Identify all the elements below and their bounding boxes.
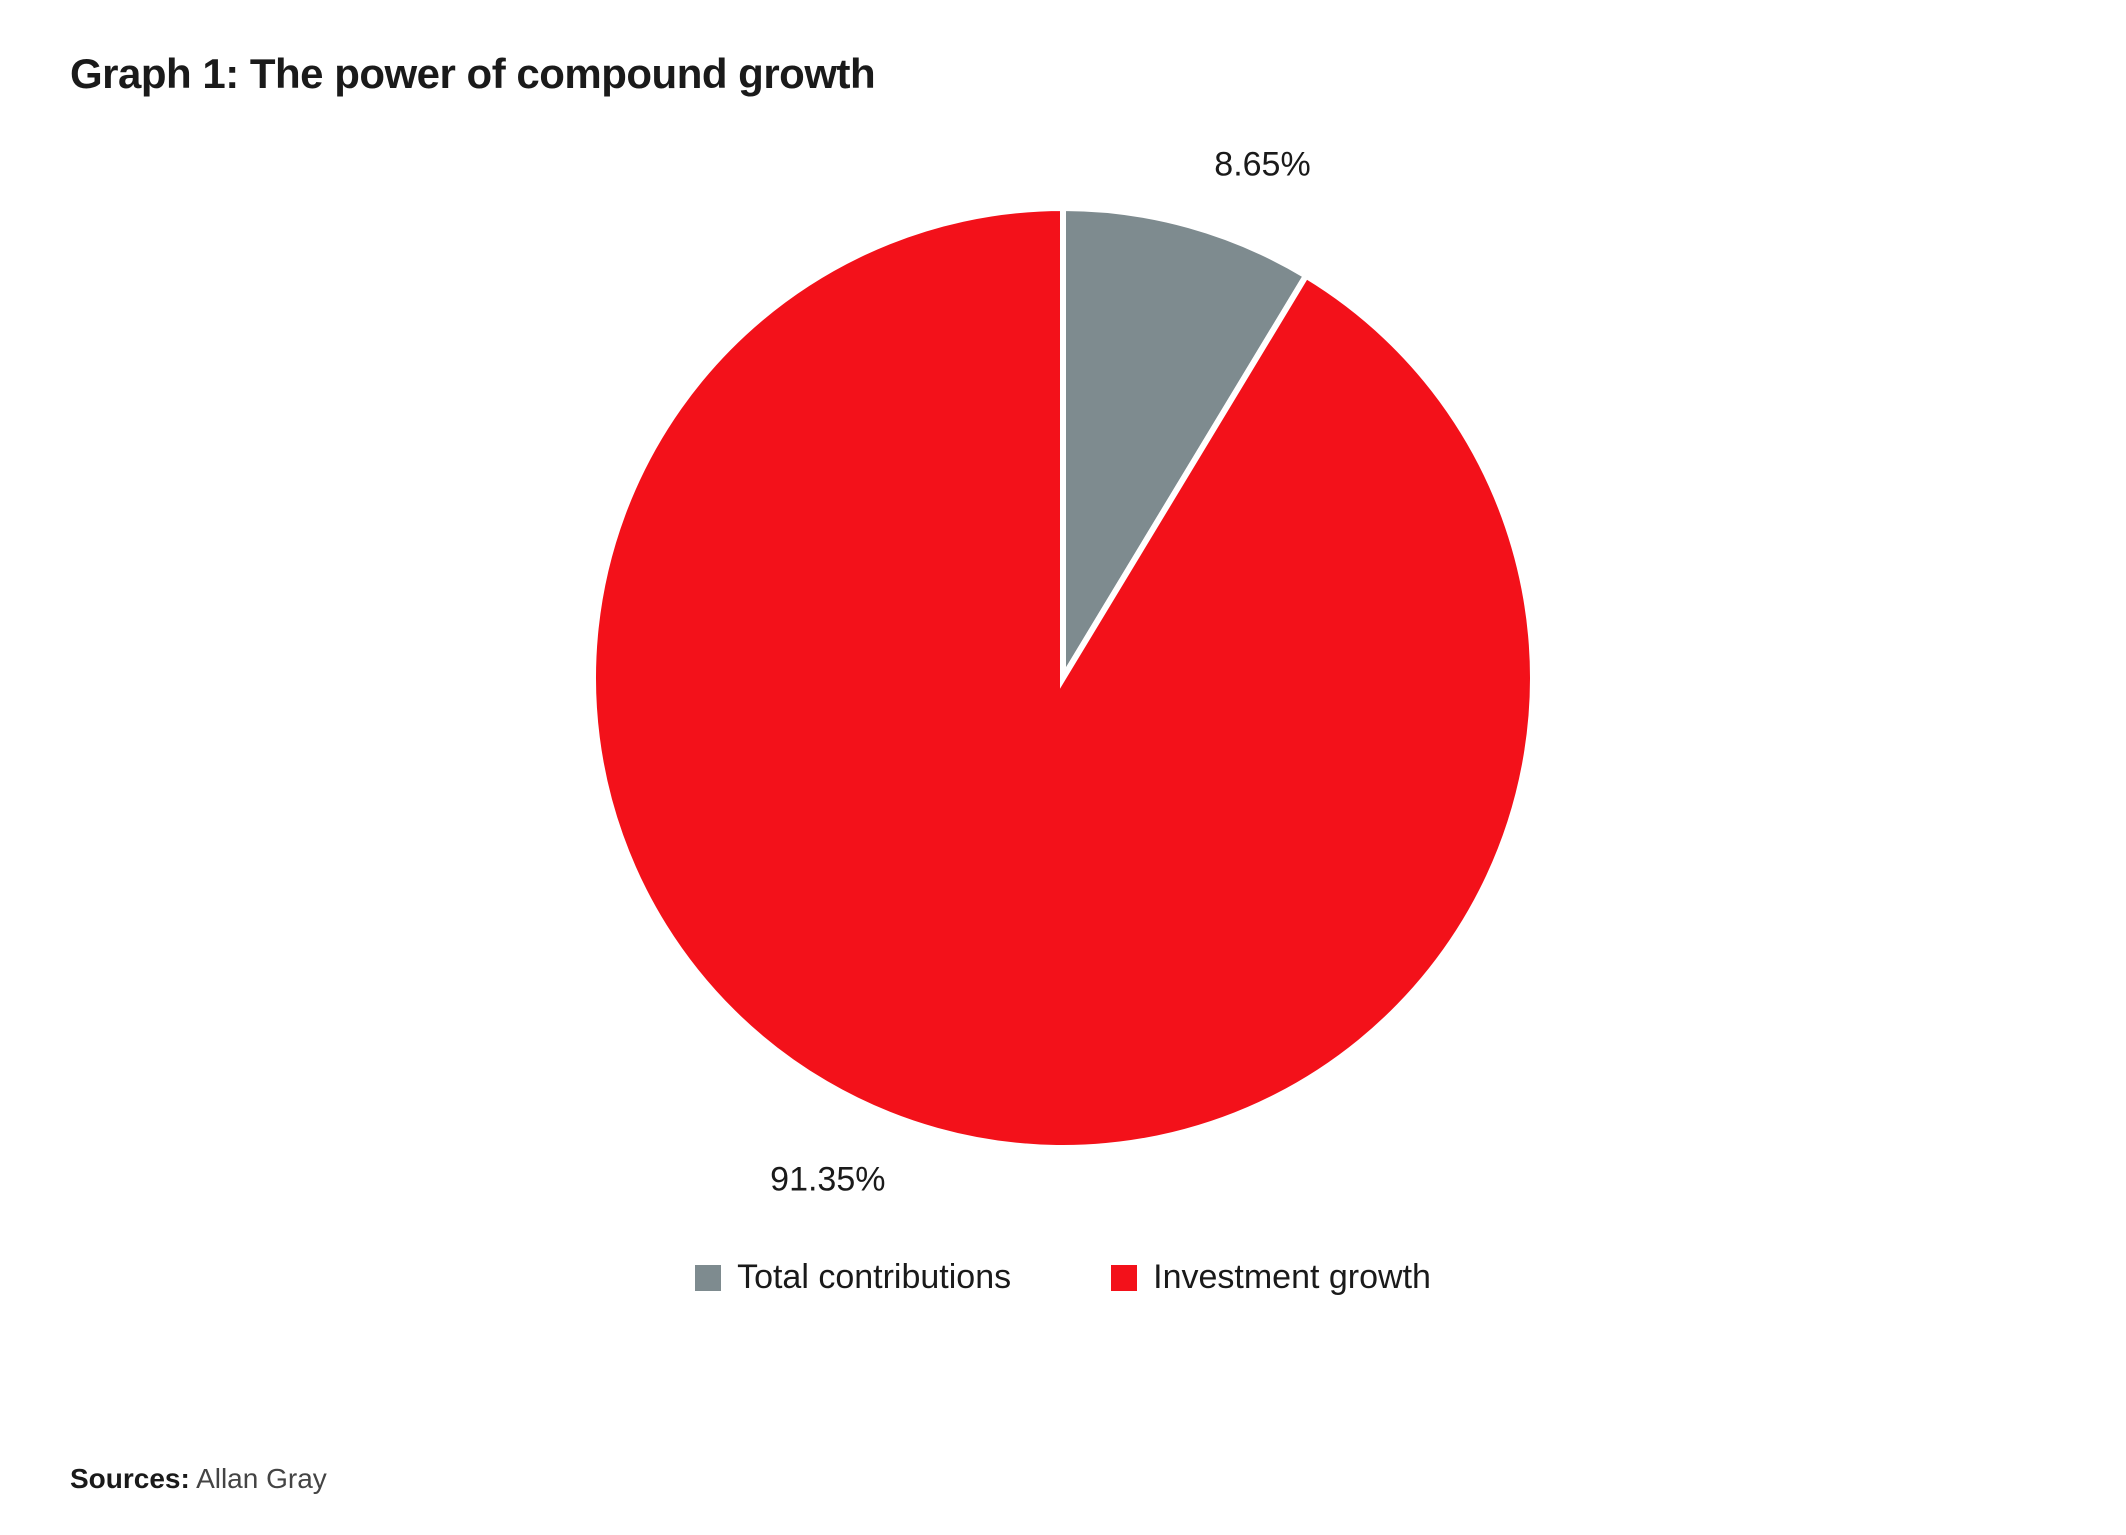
chart-page: Graph 1: The power of compound growth 8.…	[0, 0, 2126, 1535]
sources-line: Sources: Allan Gray	[70, 1463, 327, 1495]
legend-label-contributions: Total contributions	[737, 1258, 1011, 1297]
pie-label-growth: 91.35%	[770, 1160, 885, 1199]
legend-swatch-contributions	[695, 1265, 721, 1291]
chart-container: 8.65% 91.35% Total contributions Investmen…	[70, 108, 2056, 1297]
pie-slice-growth	[593, 208, 1533, 1148]
legend: Total contributions Investment growth	[695, 1258, 1431, 1297]
legend-label-growth: Investment growth	[1153, 1258, 1431, 1297]
legend-item-growth: Investment growth	[1111, 1258, 1431, 1297]
legend-item-contributions: Total contributions	[695, 1258, 1011, 1297]
sources-label: Sources:	[70, 1463, 190, 1494]
sources-value: Allan Gray	[196, 1463, 327, 1494]
pie-chart	[463, 108, 1663, 1248]
pie-area: 8.65% 91.35%	[463, 108, 1663, 1248]
legend-swatch-growth	[1111, 1265, 1137, 1291]
pie-label-contributions: 8.65%	[1214, 145, 1310, 184]
chart-title: Graph 1: The power of compound growth	[70, 50, 2056, 98]
